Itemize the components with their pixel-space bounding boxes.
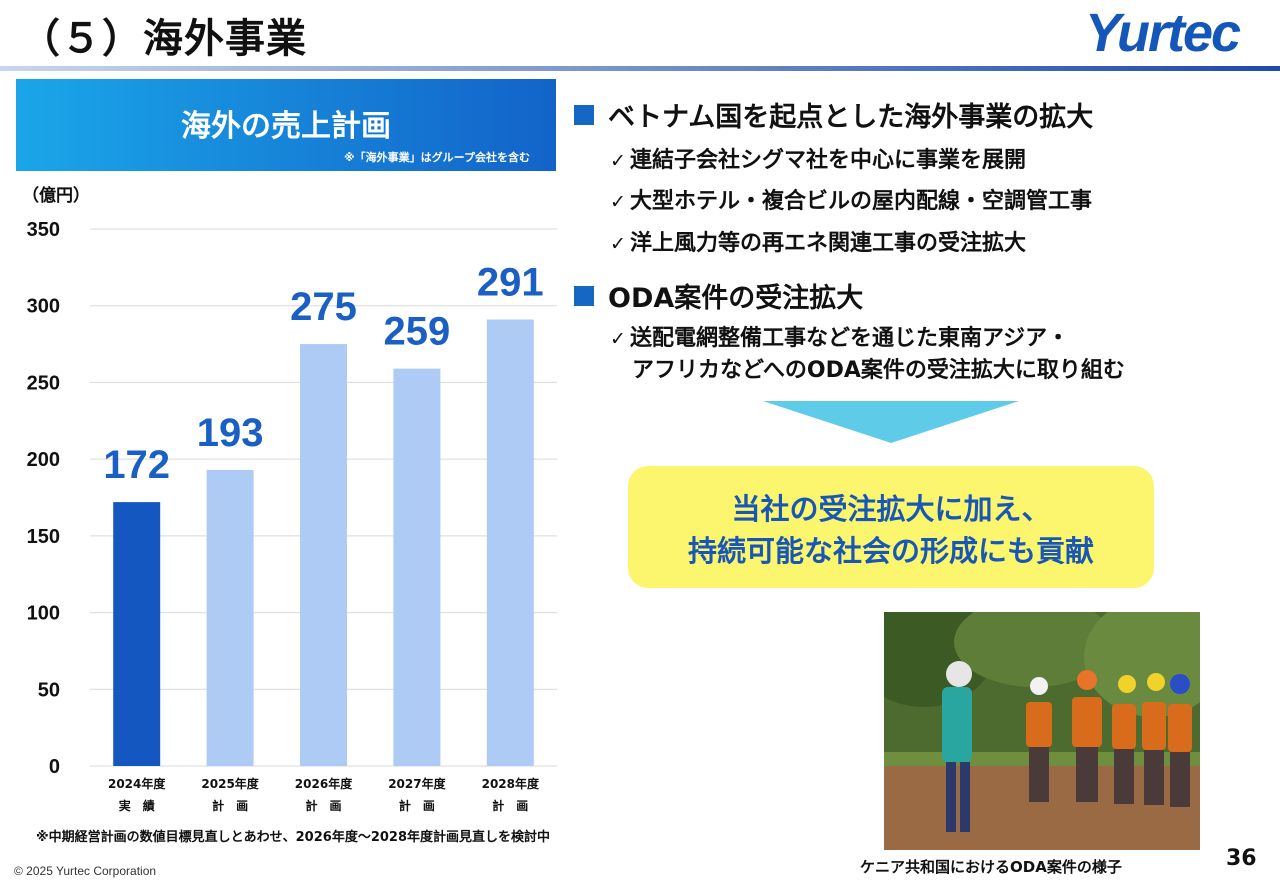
x-tick-sublabel: 計 画: [212, 798, 248, 813]
x-tick-label: 2027年度: [388, 776, 446, 791]
check-icon: ✓: [610, 328, 626, 350]
vietnam-bullet-text: 大型ホテル・複合ビルの屋内配線・空調管工事: [630, 189, 1093, 214]
x-tick-label: 2026年度: [295, 776, 353, 791]
square-bullet-icon: [574, 104, 594, 125]
x-tick-sublabel: 計 画: [399, 798, 435, 813]
callout-line-1: 当社の受注拡大に加え、: [731, 492, 1051, 526]
page-number: 36: [1226, 846, 1257, 871]
bar: [206, 469, 254, 766]
data-label: 259: [384, 310, 451, 354]
x-tick-label: 2028年度: [482, 776, 540, 791]
data-label: 193: [197, 411, 264, 455]
vietnam-bullet-text: 洋上風力等の再エネ関連工事の受注拡大: [630, 231, 1027, 256]
y-tick-label: 50: [38, 679, 60, 701]
chart-banner-title: 海外の売上計画: [181, 109, 391, 144]
data-label: 172: [103, 443, 170, 487]
vietnam-heading: ベトナム国を起点とした海外事業の拡大: [574, 95, 1093, 134]
y-tick-label: 250: [27, 372, 60, 394]
page-title: （５）海外事業: [20, 16, 307, 62]
chart-banner: 海外の売上計画 ※「海外事業」はグループ会社を含む: [16, 79, 556, 171]
bar: [393, 368, 441, 766]
photo-illustration: [884, 612, 1200, 850]
x-tick-label: 2025年度: [201, 776, 259, 791]
down-arrow-icon: [763, 401, 1019, 443]
vietnam-heading-text: ベトナム国を起点とした海外事業の拡大: [608, 102, 1094, 133]
square-bullet-icon: [574, 285, 594, 306]
data-label: 291: [477, 261, 544, 305]
copyright: © 2025 Yurtec Corporation: [14, 864, 157, 878]
y-tick-label: 200: [27, 449, 60, 471]
vietnam-bullet-text: 連結子会社シグマ社を中心に事業を展開: [630, 148, 1027, 173]
kenya-oda-photo: [884, 612, 1200, 850]
oda-bullet: ✓ 送配電網整備工事などを通じた東南アジア・: [610, 320, 1069, 352]
y-tick-label: 350: [27, 219, 60, 241]
y-tick-label: 150: [27, 526, 60, 548]
oda-bullet-continuation: アフリカなどへのODA案件の受注拡大に取り組む: [632, 358, 1125, 383]
callout-line-2: 持続可能な社会の形成にも貢献: [687, 534, 1094, 568]
company-logo: Yurtec: [1085, 3, 1241, 63]
header-divider: [0, 66, 1280, 71]
contribution-callout: 当社の受注拡大に加え、 持続可能な社会の形成にも貢献: [628, 466, 1154, 588]
y-axis-unit-label: （億円）: [22, 185, 90, 206]
oda-heading-text: ODA案件の受注拡大: [608, 283, 864, 314]
chart-footnote: ※中期経営計画の数値目標見直しとあわせ、2026年度～2028年度計画見直しを検…: [36, 830, 551, 845]
data-label: 275: [290, 285, 357, 329]
bar: [113, 502, 161, 766]
check-icon: ✓: [610, 233, 626, 255]
chart-banner-note: ※「海外事業」はグループ会社を含む: [343, 151, 530, 164]
y-tick-label: 100: [27, 603, 60, 625]
x-tick-sublabel: 計 画: [305, 798, 341, 813]
vietnam-bullet: ✓ 連結子会社シグマ社を中心に事業を展開: [610, 142, 1026, 174]
y-tick-label: 0: [49, 756, 60, 778]
bar: [486, 319, 534, 766]
vietnam-bullet: ✓ 洋上風力等の再エネ関連工事の受注拡大: [610, 225, 1026, 257]
check-icon: ✓: [610, 150, 626, 172]
bar: [300, 344, 347, 766]
check-icon: ✓: [610, 191, 626, 213]
oda-bullet-text: 送配電網整備工事などを通じた東南アジア・: [630, 326, 1070, 351]
x-tick-label: 2024年度: [108, 776, 166, 791]
photo-caption: ケニア共和国におけるODA案件の様子: [860, 858, 1122, 876]
vietnam-bullet: ✓ 大型ホテル・複合ビルの屋内配線・空調管工事: [610, 183, 1092, 215]
y-tick-label: 300: [27, 296, 60, 318]
x-tick-sublabel: 実 績: [119, 798, 155, 813]
oda-heading: ODA案件の受注拡大: [574, 276, 863, 315]
x-tick-sublabel: 計 画: [492, 798, 528, 813]
